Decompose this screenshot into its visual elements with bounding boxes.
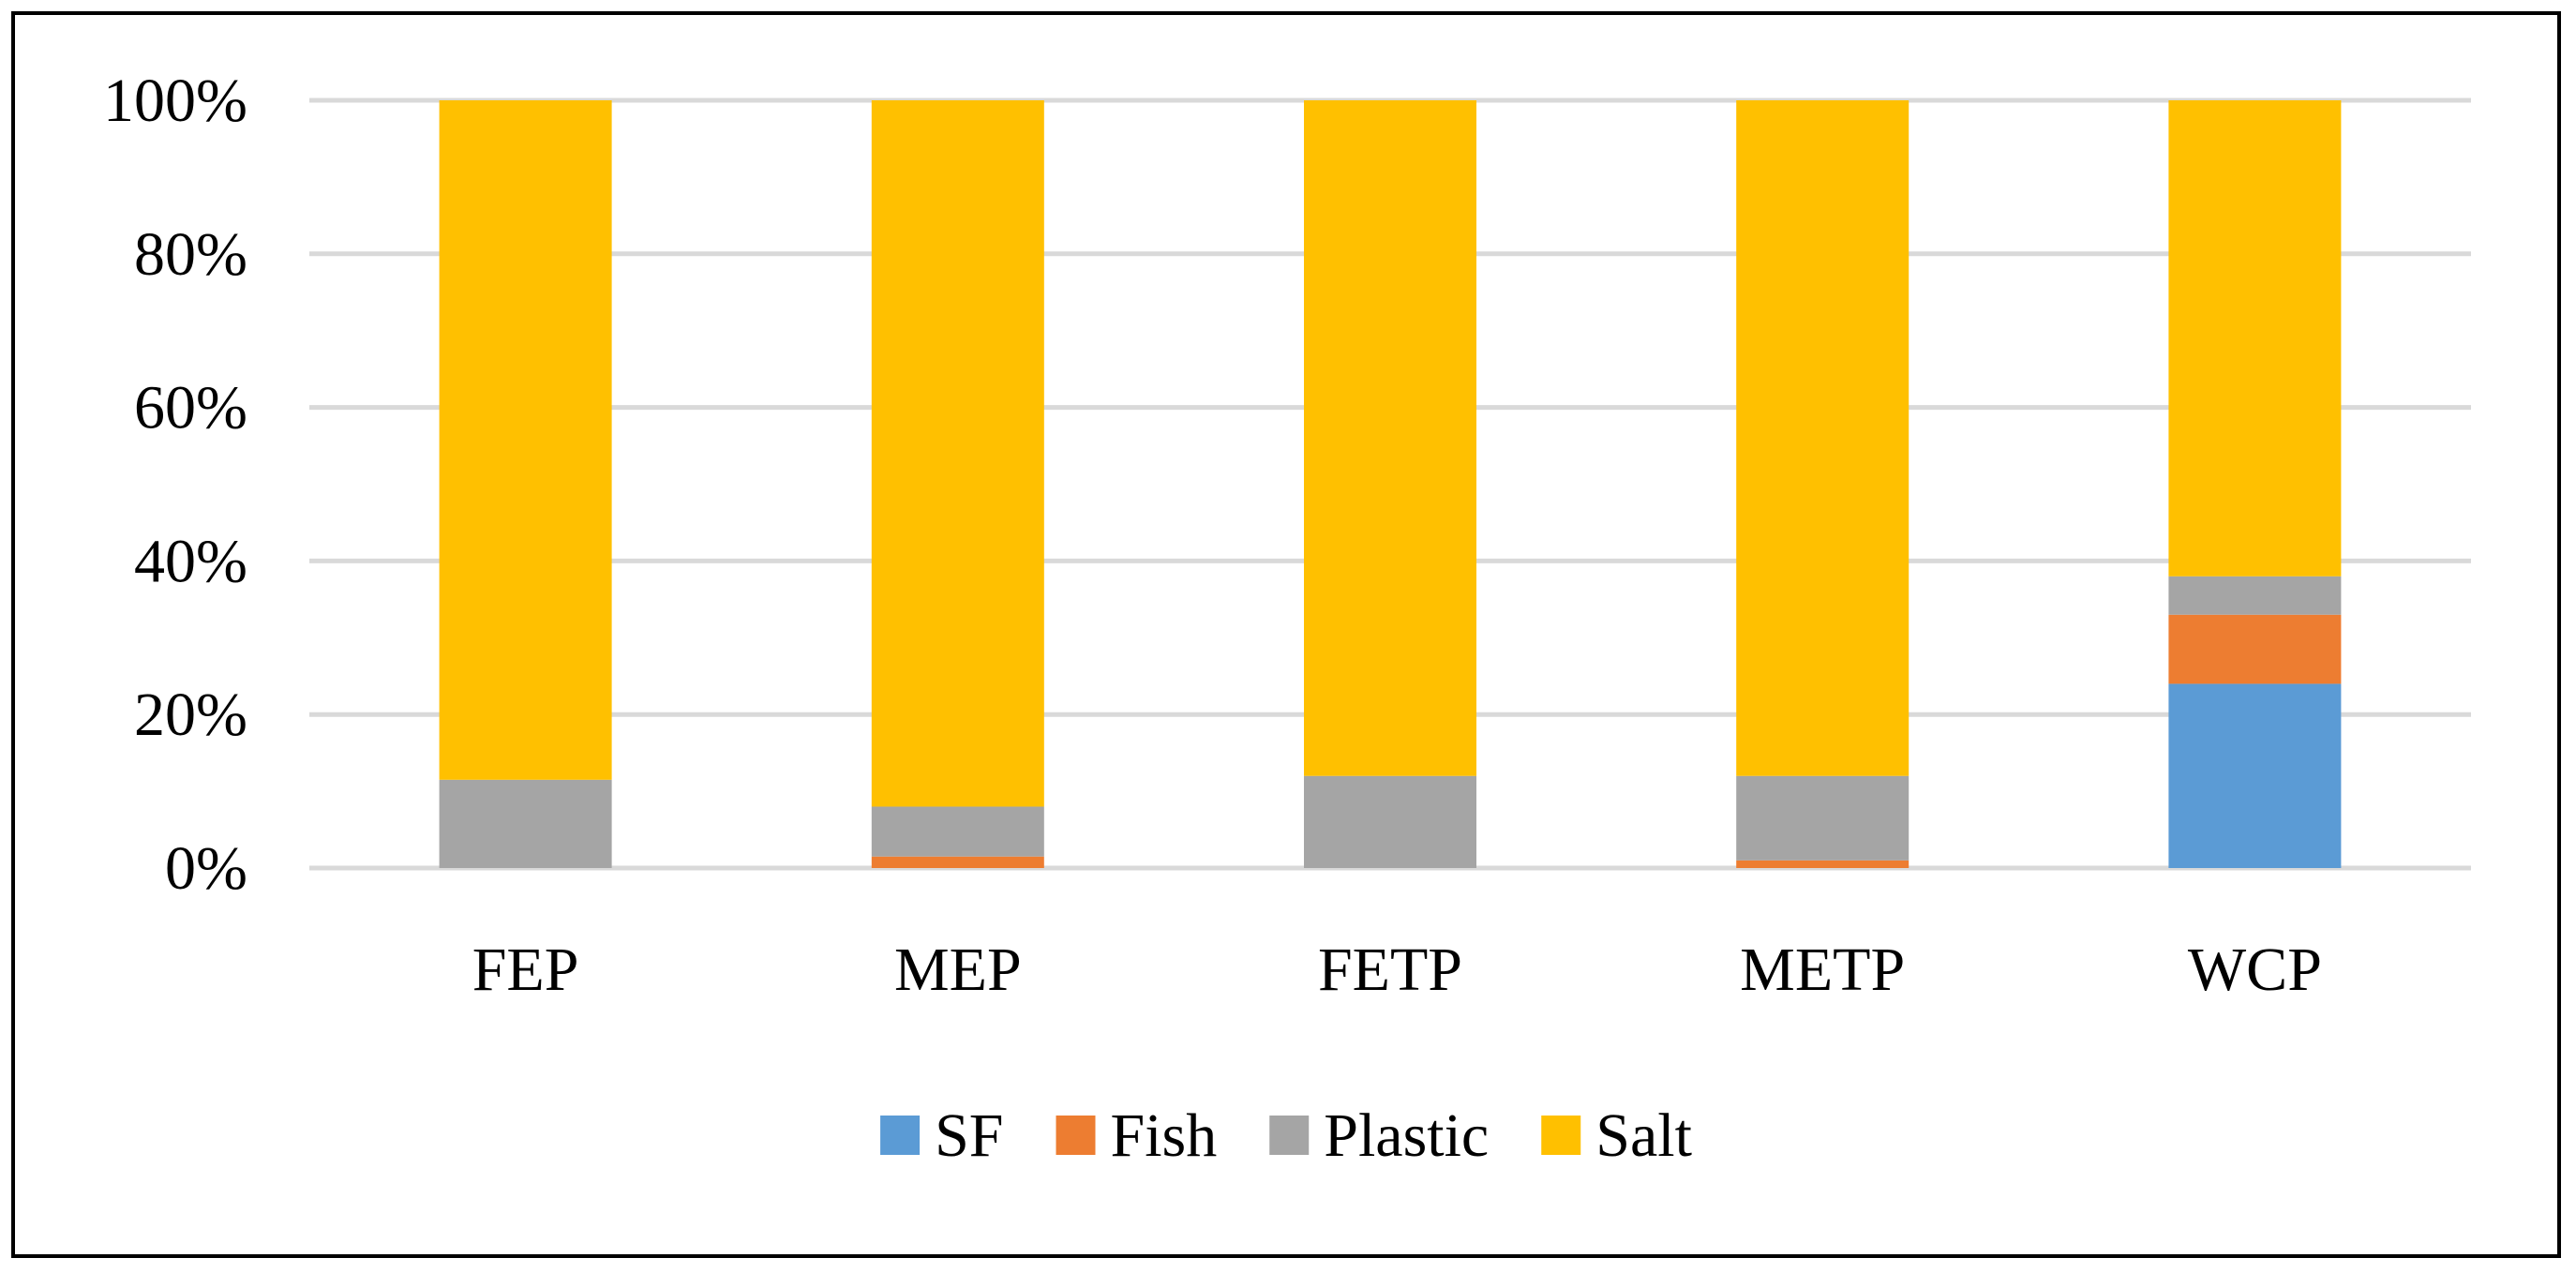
bar-stack bbox=[1304, 100, 1476, 868]
legend-item: Fish bbox=[1056, 1101, 1218, 1170]
bars bbox=[439, 100, 2342, 868]
y-tick-label: 100% bbox=[103, 67, 247, 135]
bar-segment-plastic bbox=[2168, 576, 2342, 615]
y-tick-label: 60% bbox=[134, 374, 247, 442]
legend-label: Fish bbox=[1111, 1101, 1218, 1170]
legend-item: Salt bbox=[1541, 1101, 1692, 1170]
legend-swatch bbox=[880, 1116, 921, 1155]
legend-swatch bbox=[1269, 1116, 1310, 1155]
bar-segment-fish bbox=[1736, 860, 1910, 868]
legend: SF Fish Plastic Salt bbox=[880, 1101, 1692, 1170]
bar-segment-fish bbox=[871, 856, 1044, 868]
x-category-label: MEP bbox=[894, 936, 1022, 1004]
bar-segment-salt bbox=[1736, 100, 1910, 776]
legend-label: SF bbox=[935, 1101, 1003, 1170]
x-category-label: WCP bbox=[2188, 936, 2322, 1004]
bar-stack bbox=[2168, 100, 2342, 868]
bar-stack bbox=[1736, 100, 1910, 868]
y-tick-label: 20% bbox=[134, 681, 247, 749]
bar-segment-sf bbox=[2168, 683, 2342, 868]
bar-segment-plastic bbox=[1736, 775, 1910, 861]
legend-item: SF bbox=[880, 1101, 1004, 1170]
y-tick-label: 40% bbox=[134, 527, 247, 595]
bar-segment-plastic bbox=[1304, 775, 1476, 868]
bar-segment-salt bbox=[439, 100, 612, 780]
bar-stack bbox=[439, 100, 612, 868]
legend-item: Plastic bbox=[1269, 1101, 1489, 1170]
legend-swatch bbox=[1541, 1116, 1581, 1155]
stacked-bar-chart: 0% 20% 40% 60% 80% 100% FEP MEP FETP METP WCP SF F… bbox=[103, 67, 2471, 1170]
bar-segment-plastic bbox=[871, 806, 1044, 857]
legend-label: Plastic bbox=[1324, 1101, 1489, 1170]
y-tick-label: 0% bbox=[165, 834, 247, 903]
y-tick-label: 80% bbox=[134, 220, 247, 289]
bar-stack bbox=[871, 100, 1044, 868]
bar-segment-fish bbox=[2168, 614, 2342, 684]
bar-segment-salt bbox=[1304, 100, 1476, 776]
x-axis-categories: FEP MEP FETP METP WCP bbox=[472, 936, 2322, 1004]
bar-segment-salt bbox=[2168, 100, 2342, 577]
legend-label: Salt bbox=[1595, 1101, 1692, 1170]
y-axis-ticks: 0% 20% 40% 60% 80% 100% bbox=[103, 67, 247, 903]
x-category-label: FEP bbox=[472, 936, 579, 1004]
x-category-label: FETP bbox=[1318, 936, 1462, 1004]
chart-frame: 0% 20% 40% 60% 80% 100% FEP MEP FETP METP WCP SF F… bbox=[11, 11, 2561, 1258]
legend-swatch bbox=[1056, 1116, 1096, 1155]
x-category-label: METP bbox=[1740, 936, 1905, 1004]
bar-segment-plastic bbox=[439, 779, 612, 868]
bar-segment-salt bbox=[871, 100, 1044, 807]
